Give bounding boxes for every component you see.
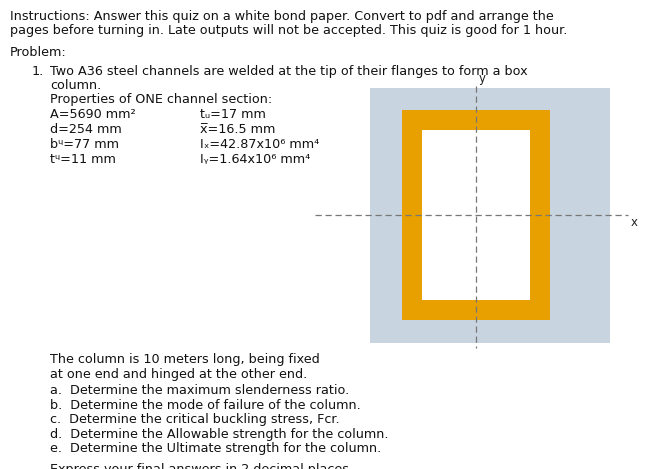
Text: pages before turning in. Late outputs will not be accepted. This quiz is good fo: pages before turning in. Late outputs wi… (10, 24, 567, 37)
Text: tᶣ=11 mm: tᶣ=11 mm (50, 153, 116, 166)
Text: e.  Determine the Ultimate strength for the column.: e. Determine the Ultimate strength for t… (50, 442, 382, 455)
Text: Problem:: Problem: (10, 46, 67, 59)
Text: The column is 10 meters long, being fixed: The column is 10 meters long, being fixe… (50, 353, 320, 366)
Text: x: x (631, 216, 638, 229)
Text: 1.: 1. (32, 65, 44, 78)
Text: bᶣ=77 mm: bᶣ=77 mm (50, 138, 119, 151)
Text: d.  Determine the Allowable strength for the column.: d. Determine the Allowable strength for … (50, 428, 389, 440)
Text: Express your final answers in 2 decimal places.: Express your final answers in 2 decimal … (50, 462, 353, 469)
Bar (402, 110, 550, 320)
Text: Iₓ=42.87x10⁶ mm⁴: Iₓ=42.87x10⁶ mm⁴ (200, 138, 319, 151)
Text: x̅=16.5 mm: x̅=16.5 mm (200, 123, 275, 136)
Text: at one end and hinged at the other end.: at one end and hinged at the other end. (50, 368, 307, 381)
Text: Properties of ONE channel section:: Properties of ONE channel section: (50, 93, 272, 106)
Text: tᵤ=17 mm: tᵤ=17 mm (200, 108, 266, 121)
Bar (422, 130, 530, 300)
Text: y: y (479, 72, 486, 85)
Bar (370, 88, 610, 343)
Text: a.  Determine the maximum slenderness ratio.: a. Determine the maximum slenderness rat… (50, 384, 349, 397)
Text: b.  Determine the mode of failure of the column.: b. Determine the mode of failure of the … (50, 399, 360, 411)
Text: c.  Determine the critical buckling stress, Fcr.: c. Determine the critical buckling stres… (50, 413, 339, 426)
Text: Instructions: Answer this quiz on a white bond paper. Convert to pdf and arrange: Instructions: Answer this quiz on a whit… (10, 10, 554, 23)
Text: A=5690 mm²: A=5690 mm² (50, 108, 136, 121)
Text: column.: column. (50, 79, 101, 92)
Text: Two A36 steel channels are welded at the tip of their flanges to form a box: Two A36 steel channels are welded at the… (50, 65, 528, 78)
Text: Iᵧ=1.64x10⁶ mm⁴: Iᵧ=1.64x10⁶ mm⁴ (200, 153, 310, 166)
Text: d=254 mm: d=254 mm (50, 123, 122, 136)
